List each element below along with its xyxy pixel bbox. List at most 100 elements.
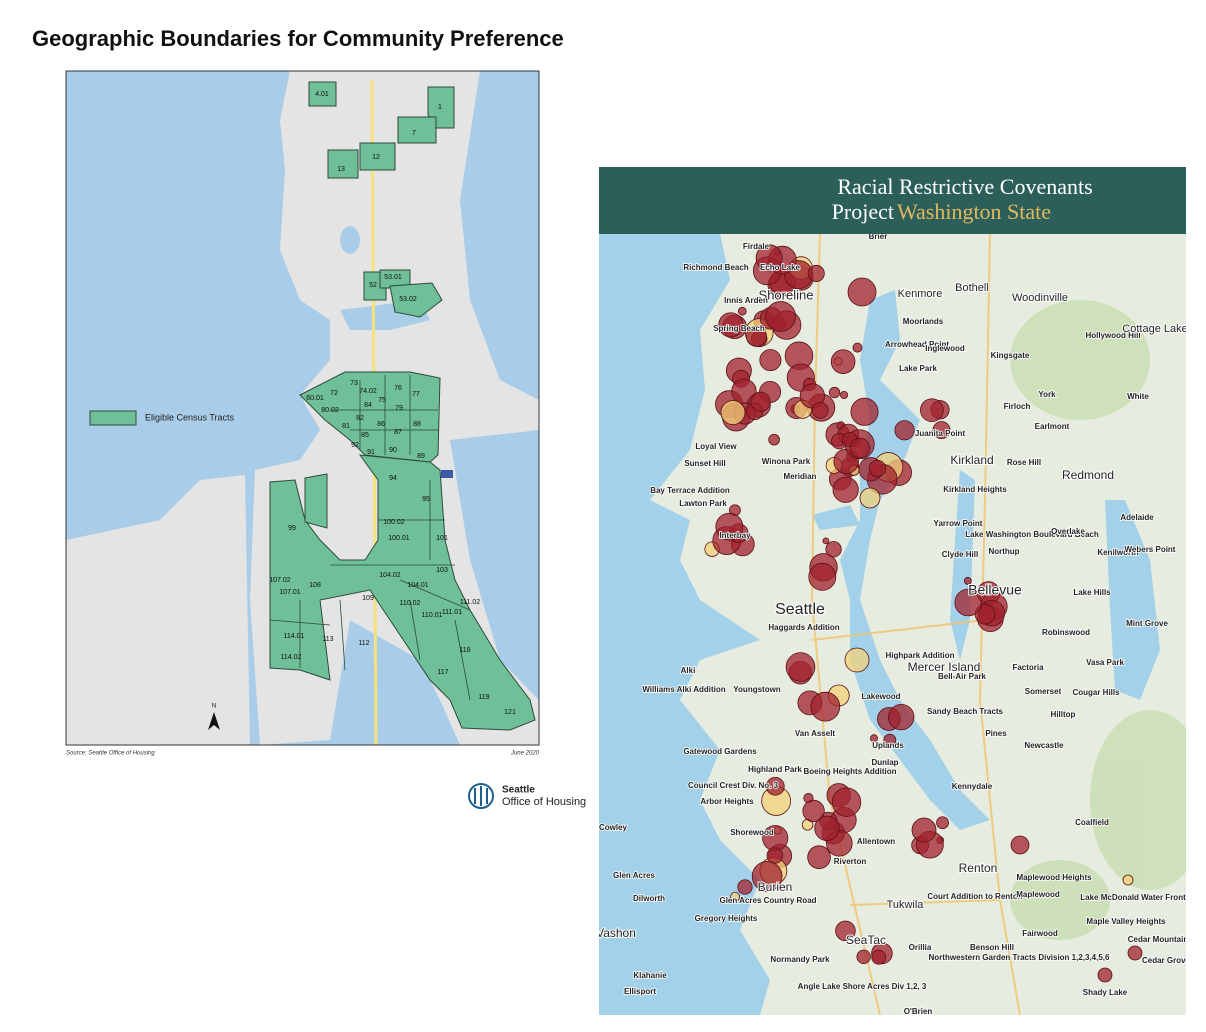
place-label: Coalfield bbox=[1075, 818, 1109, 827]
place-label: Kenmore bbox=[898, 288, 943, 300]
covenant-dot bbox=[1127, 945, 1143, 961]
tract-label: 73 bbox=[350, 380, 358, 387]
place-label: Yarrow Point bbox=[934, 519, 983, 528]
place-label: Ellisport bbox=[624, 987, 656, 996]
place-label: Bell-Air Park bbox=[938, 672, 987, 681]
place-label: Meridian bbox=[784, 472, 817, 481]
tract-label: 1 bbox=[438, 104, 442, 111]
place-label: Cedar Mountain bbox=[1128, 935, 1189, 944]
place-label: Renton bbox=[959, 861, 998, 875]
tract-label: 7 bbox=[412, 130, 416, 137]
covenant-dot bbox=[894, 420, 915, 441]
place-label: Richmond Beach bbox=[683, 263, 748, 272]
header-line2-b: Washington State bbox=[897, 199, 1051, 224]
place-label: Cottage Lake bbox=[1122, 323, 1187, 335]
tract-label: 111.02 bbox=[460, 599, 480, 606]
place-label: Northup bbox=[988, 547, 1019, 556]
place-label: Gregory Heights bbox=[695, 914, 758, 923]
tract-label: 85 bbox=[361, 432, 369, 439]
covenant-dot bbox=[737, 879, 753, 895]
tract-label: 104.02 bbox=[379, 572, 401, 579]
place-label: Maple Valley Heights bbox=[1086, 917, 1166, 926]
place-label: Orillia bbox=[909, 943, 932, 952]
place-label: Woodinville bbox=[1012, 292, 1068, 304]
tract-label: 89 bbox=[417, 453, 425, 460]
covenant-dot bbox=[715, 512, 744, 541]
covenant-dot bbox=[1122, 874, 1134, 886]
place-label: Highland Park bbox=[748, 765, 802, 774]
place-label: Factoria bbox=[1012, 663, 1044, 672]
place-label: Kirkland bbox=[950, 453, 993, 467]
place-label: Haggards Addition bbox=[768, 623, 839, 632]
tract-label: 109 bbox=[362, 595, 374, 602]
place-label: Juanita Point bbox=[915, 429, 966, 438]
tract-label: 88 bbox=[413, 421, 421, 428]
place-label: Somerset bbox=[1025, 687, 1062, 696]
tract-label: 53.02 bbox=[399, 296, 417, 303]
covenant-dot bbox=[811, 402, 829, 419]
covenant-dot bbox=[932, 421, 951, 439]
tract-label: 12 bbox=[372, 154, 380, 161]
legend-label: Eligible Census Tracts bbox=[145, 412, 235, 422]
tract-label: 113 bbox=[322, 636, 333, 643]
tract-label: 114.02 bbox=[281, 654, 302, 661]
place-label: Webers Point bbox=[1125, 545, 1176, 554]
place-label: Redmond bbox=[1062, 468, 1114, 482]
covenant-dot bbox=[765, 301, 796, 332]
tract-label: 107.01 bbox=[279, 589, 301, 596]
place-label: Clyde Hill bbox=[942, 550, 978, 559]
place-label: Innis Arden bbox=[724, 296, 768, 305]
tract-label: 79 bbox=[395, 405, 403, 412]
covenant-dot bbox=[849, 437, 871, 459]
covenant-dot bbox=[750, 391, 771, 412]
place-label: Burien bbox=[758, 880, 793, 894]
covenant-dot bbox=[730, 891, 740, 902]
place-label: Earlmont bbox=[1035, 422, 1070, 431]
place-label: York bbox=[1038, 390, 1056, 399]
tract-label: 82 bbox=[356, 415, 364, 422]
place-label: Lawton Park bbox=[679, 499, 727, 508]
place-label: Mercer Island bbox=[908, 660, 981, 674]
tract-label: 80.02 bbox=[321, 407, 339, 414]
covenant-dot bbox=[920, 398, 944, 423]
place-label: Bellevue bbox=[968, 582, 1022, 598]
place-label: Kenilworth bbox=[1097, 548, 1138, 557]
place-label: Firdale bbox=[743, 242, 770, 251]
north-label: N bbox=[212, 704, 216, 710]
tract-label: 74.02 bbox=[359, 388, 377, 395]
tract-label: 117 bbox=[437, 669, 448, 676]
place-label: Maplewood Heights bbox=[1016, 873, 1092, 882]
place-label: Adelaide bbox=[1120, 513, 1154, 522]
covenant-dot bbox=[911, 817, 937, 843]
tract-label: 103 bbox=[436, 567, 448, 574]
tract-label: 114.01 bbox=[284, 633, 305, 640]
tract-label: 110.01 bbox=[422, 612, 443, 619]
place-label: Lake McDonald Water Front bbox=[1080, 893, 1186, 902]
covenant-dot bbox=[832, 476, 859, 503]
tract-label: 110.02 bbox=[400, 600, 421, 607]
tract-label: 94 bbox=[389, 475, 397, 482]
place-label: Alki bbox=[681, 666, 696, 675]
tract-label: 53.01 bbox=[384, 274, 402, 281]
source: Source: Seattle Office of Housing bbox=[66, 751, 155, 757]
tract-label: 95 bbox=[422, 496, 430, 503]
covenant-dot bbox=[844, 647, 870, 673]
tract-label: 111.01 bbox=[442, 609, 462, 616]
place-label: Fairwood bbox=[1022, 929, 1058, 938]
place-label: Hollywood Hill bbox=[1085, 331, 1140, 340]
place-label: Arbor Heights bbox=[700, 797, 754, 806]
tract-label: 112 bbox=[358, 640, 369, 647]
place-label: Brier bbox=[869, 232, 888, 241]
covenant-dot bbox=[936, 816, 949, 830]
tract-label: 87 bbox=[394, 429, 402, 436]
tract-label: 52 bbox=[369, 282, 377, 289]
covenant-dot bbox=[1097, 967, 1113, 983]
covenant-dot bbox=[737, 306, 747, 316]
tract-label: 108 bbox=[309, 582, 321, 589]
place-label: Uplands bbox=[872, 741, 904, 750]
place-label: White bbox=[1127, 392, 1149, 401]
place-label: Rose Hill bbox=[1007, 458, 1041, 467]
covenant-dot bbox=[810, 691, 841, 722]
place-label: Dilworth bbox=[633, 894, 665, 903]
